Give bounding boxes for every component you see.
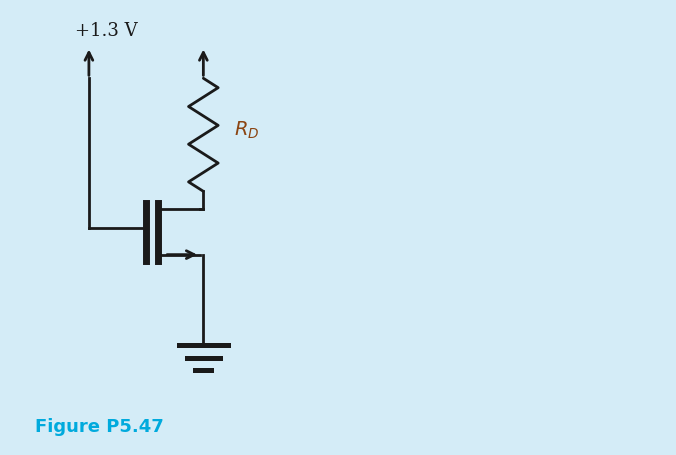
Text: Figure P5.47: Figure P5.47 [35, 418, 164, 435]
Text: $R_D$: $R_D$ [234, 120, 259, 141]
Text: +1.3 V: +1.3 V [76, 22, 138, 40]
